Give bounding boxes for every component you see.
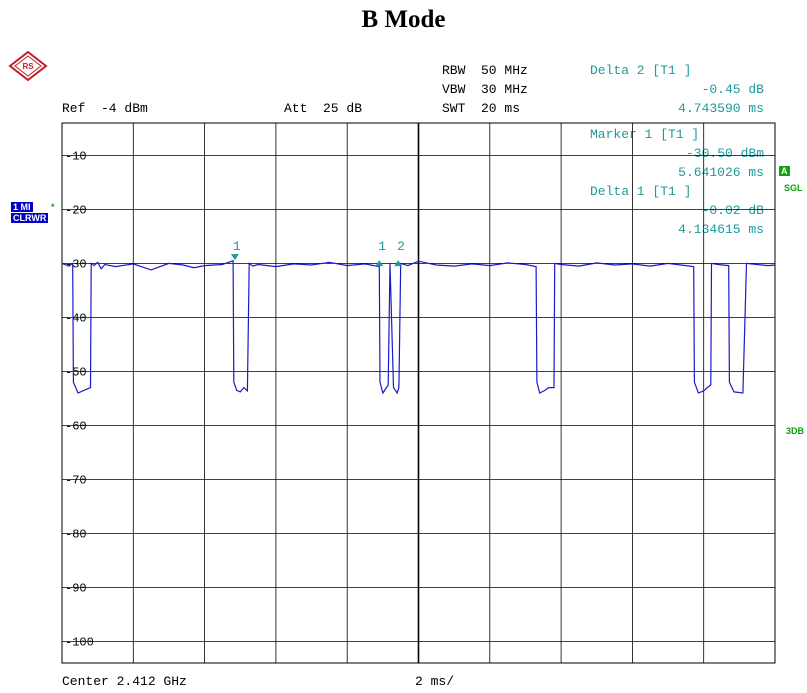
y-tick-label: -90 [65,581,87,595]
marker-triangle-up [375,260,384,267]
delta2-time: 4.743590 ms [678,101,764,116]
3db-label: 3DB [786,426,805,436]
trace-badge: 1 MI [11,202,33,212]
a-badge: A [779,166,790,176]
marker-triangle-down [230,254,239,261]
span-label: 2 ms/ [415,674,455,689]
delta2-title: Delta 2 [T1 ] [590,63,692,78]
y-tick-label: -60 [65,419,87,433]
svg-text:RS: RS [22,62,34,71]
y-tick-label: -50 [65,365,87,379]
y-tick-label: -80 [65,527,87,541]
marker-triangle-up [394,260,403,267]
delta1-time: 4.134615 ms [678,222,764,237]
y-tick-label: -100 [65,635,94,649]
y-tick-label: -30 [65,257,87,271]
delta1-title: Delta 1 [T1 ] [590,184,692,199]
rbw-label: RBW 50 MHz [442,63,528,78]
trace-line [61,259,776,395]
marker1-title: Marker 1 [T1 ] [590,127,700,142]
attenuation-label: Att 25 dB [284,101,363,116]
trace-marker-star: * [51,202,55,212]
sgl-label: SGL [784,183,803,193]
marker-label: 1 [233,239,241,254]
y-tick-label: -40 [65,311,87,325]
trace-mode-badge: CLRWR [11,213,49,223]
marker-label: 2 [397,239,405,254]
ref-level-label: Ref -4 dBm [62,101,148,116]
delta1-value: -0.02 dB [701,203,764,218]
center-frequency-label: Center 2.412 GHz [62,674,187,689]
y-tick-label: -20 [65,203,87,217]
chart-title: B Mode [361,6,446,33]
y-tick-label: -70 [65,473,87,487]
marker1-value: -30.50 dBm [685,146,764,161]
rohde-schwarz-logo-icon: RS [8,50,48,87]
marker1-time: 5.641026 ms [678,165,764,180]
marker-label: 1 [378,239,386,254]
delta2-value: -0.45 dB [701,82,764,97]
swt-label: SWT 20 ms [442,101,521,116]
y-tick-label: -10 [65,149,87,163]
vbw-label: VBW 30 MHz [442,82,528,97]
